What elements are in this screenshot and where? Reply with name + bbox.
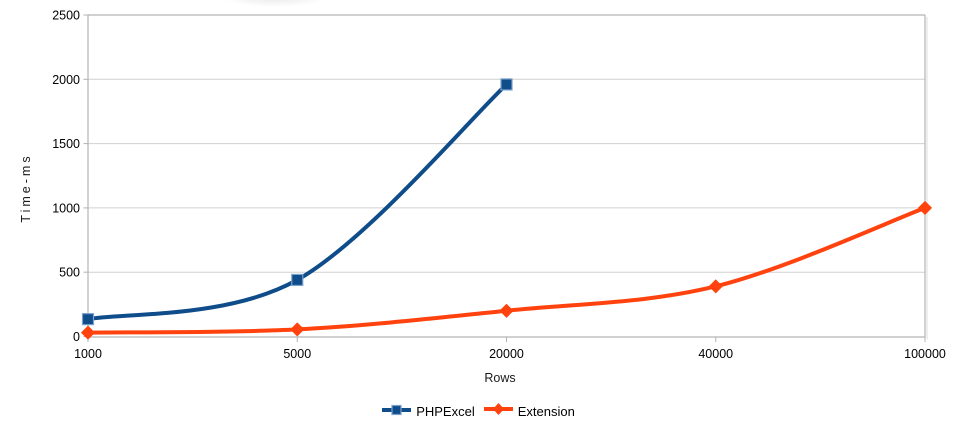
x-axis-ticks: 1000 5000 20000 40000 100000 (74, 337, 946, 361)
svg-text:5000: 5000 (283, 347, 311, 361)
x-axis-title: Rows (484, 371, 516, 385)
y-axis-title: Time-ms (19, 153, 33, 223)
legend-label-extension: Extension (517, 404, 575, 419)
chart-legend: PHPExcel Extension (0, 402, 957, 421)
legend-item-extension: Extension (483, 402, 575, 421)
svg-text:1500: 1500 (52, 137, 80, 151)
legend-item-phpexcel: PHPExcel (382, 403, 475, 421)
svg-text:2500: 2500 (52, 9, 80, 23)
svg-text:2000: 2000 (52, 73, 80, 87)
series-markers-Extension (80, 200, 933, 340)
series-markers-PHPExcel (81, 78, 513, 326)
y-gridlines: 0 500 1000 1500 2000 2500 (52, 9, 925, 344)
svg-text:1000: 1000 (74, 347, 102, 361)
phpexcel-square-marker-icon (382, 403, 412, 421)
legend-label-phpexcel: PHPExcel (416, 404, 475, 419)
extension-diamond-marker-icon (483, 402, 513, 421)
svg-text:40000: 40000 (698, 347, 733, 361)
svg-text:100000: 100000 (904, 347, 946, 361)
svg-text:20000: 20000 (489, 347, 524, 361)
svg-text:500: 500 (59, 266, 80, 280)
svg-text:0: 0 (73, 330, 80, 344)
axes (87, 14, 926, 338)
svg-text:1000: 1000 (52, 201, 80, 215)
